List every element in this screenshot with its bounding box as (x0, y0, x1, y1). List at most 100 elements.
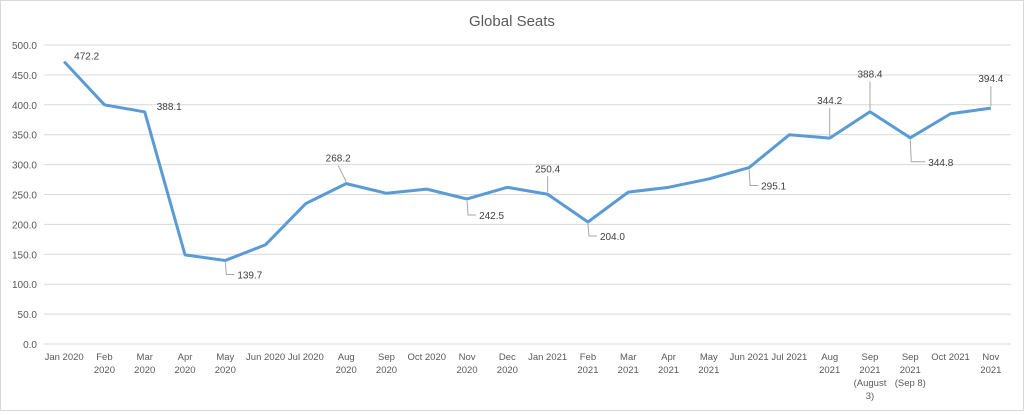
data-label-leader (466, 200, 477, 216)
x-tick-label: May 2021 (698, 352, 719, 376)
x-tick-label: Aug 2021 (819, 352, 840, 376)
data-label: 139.7 (237, 270, 262, 281)
x-tick-label-line: 2021 (980, 365, 1001, 376)
x-tick-label-line: May (216, 352, 234, 363)
x-tick-label-line: Aug (338, 352, 355, 363)
y-tick-label: 350.0 (12, 131, 37, 142)
x-tick-label-line: 2020 (456, 365, 477, 376)
x-tick-label: Mar 2021 (618, 352, 639, 376)
data-label: 344.2 (817, 96, 842, 107)
x-tick-label-line: Feb (96, 352, 112, 363)
data-label: 250.4 (535, 164, 560, 175)
data-label: 295.1 (761, 182, 786, 193)
data-label-leader (224, 262, 235, 275)
x-tick-label: Oct 2020 (407, 352, 446, 363)
x-tick-label: Sep 2020 (376, 352, 397, 376)
x-tick-label: Feb 2021 (577, 352, 598, 376)
data-label: 472.2 (74, 52, 99, 63)
x-tick-label: May 2020 (215, 352, 236, 376)
x-tick-label: Jan 2020 (45, 352, 84, 363)
x-tick-label-line: 2021 (658, 365, 679, 376)
x-tick-label: Nov 2021 (980, 352, 1001, 376)
data-label: 268.2 (326, 154, 351, 165)
x-tick-label: Jun 2021 (730, 352, 769, 363)
x-tick-label-line: 2020 (94, 365, 115, 376)
x-tick-label-line: 2021 (698, 365, 719, 376)
x-tick-label: Jul 2021 (771, 352, 807, 363)
x-tick-label: Sep 2021 (August 3) (854, 352, 887, 402)
y-tick-label: 200.0 (12, 220, 37, 231)
x-tick-label-line: Apr (178, 352, 193, 363)
x-tick-label-line: 2021 (618, 365, 639, 376)
x-tick-label-line: 2021 (859, 365, 880, 376)
x-tick-label-line: 2020 (336, 365, 357, 376)
x-tick-label-line: Jul 2020 (288, 352, 324, 363)
x-tick-label-line: May (700, 352, 718, 363)
y-tick-label: 450.0 (12, 71, 37, 82)
x-tick-label-line: Nov (982, 352, 999, 363)
x-tick-label-line: Sep (902, 352, 919, 363)
data-label: 394.4 (978, 74, 1003, 85)
x-tick-label: Aug 2020 (336, 352, 357, 376)
x-tick-label-line: (August (854, 378, 887, 389)
y-tick-label: 50.0 (18, 310, 38, 321)
x-tick-label: Apr 2021 (658, 352, 679, 376)
data-label: 344.8 (928, 158, 953, 169)
y-tick-label: 250.0 (12, 191, 37, 202)
x-tick-label-line: 2021 (900, 365, 921, 376)
x-tick-label: Mar 2020 (134, 352, 155, 376)
x-tick-label-line: 2021 (819, 365, 840, 376)
y-tick-label: 100.0 (12, 280, 37, 291)
x-tick-label-line: Feb (580, 352, 596, 363)
y-tick-label: 500.0 (12, 41, 37, 52)
x-tick-label-line: Oct 2021 (931, 352, 970, 363)
data-label-leader (909, 139, 926, 163)
x-tick-label-line: Aug (821, 352, 838, 363)
x-tick-label-line: Mar (620, 352, 636, 363)
x-tick-label-line: Sep (378, 352, 395, 363)
data-label: 204.0 (600, 232, 625, 243)
x-tick-label: Oct 2021 (931, 352, 970, 363)
x-tick-label: Nov 2020 (456, 352, 477, 376)
y-tick-label: 0.0 (23, 340, 37, 351)
x-tick-label: Sep 2021 (Sep 8) (895, 352, 926, 389)
x-tick-label-line: Apr (661, 352, 676, 363)
data-label: 242.5 (479, 211, 504, 222)
x-tick-label-line: Jan 2021 (528, 352, 567, 363)
data-label: 388.4 (857, 70, 882, 81)
x-tick-label: Jul 2020 (288, 352, 324, 363)
x-tick-label-line: Sep (862, 352, 879, 363)
x-tick-label: Jun 2020 (246, 352, 285, 363)
y-tick-label: 300.0 (12, 161, 37, 172)
x-tick-label: Apr 2020 (174, 352, 195, 376)
series-line-global-seats (63, 60, 992, 262)
y-tick-label: 150.0 (12, 250, 37, 261)
x-tick-label-line: Jun 2020 (246, 352, 285, 363)
chart-title: Global Seats (469, 13, 555, 30)
data-label: 388.1 (157, 102, 182, 113)
x-tick-label-line: 2020 (215, 365, 236, 376)
x-tick-label-line: (Sep 8) (895, 378, 926, 389)
x-tick-label-line: Oct 2020 (407, 352, 446, 363)
x-tick-label-line: Jan 2020 (45, 352, 84, 363)
x-tick-label-line: Mar (137, 352, 153, 363)
data-label-leader (337, 165, 347, 182)
x-tick-label: Jan 2021 (528, 352, 567, 363)
x-tick-label-line: Nov (459, 352, 476, 363)
x-tick-label-line: 2021 (577, 365, 598, 376)
x-tick-label-line: 2020 (134, 365, 155, 376)
x-tick-label-line: Jun 2021 (730, 352, 769, 363)
data-label-leader (587, 223, 597, 237)
x-tick-label-line: 2020 (376, 365, 397, 376)
x-tick-label: Dec 2020 (497, 352, 518, 376)
x-tick-label-line: Dec (499, 352, 516, 363)
y-tick-label: 400.0 (12, 101, 37, 112)
x-tick-label-line: 3) (866, 391, 874, 402)
data-label-leader (748, 169, 759, 187)
x-tick-label-line: 2020 (497, 365, 518, 376)
x-tick-label-line: 2020 (174, 365, 195, 376)
x-tick-label: Feb 2020 (94, 352, 115, 376)
x-tick-label-line: Jul 2021 (771, 352, 807, 363)
